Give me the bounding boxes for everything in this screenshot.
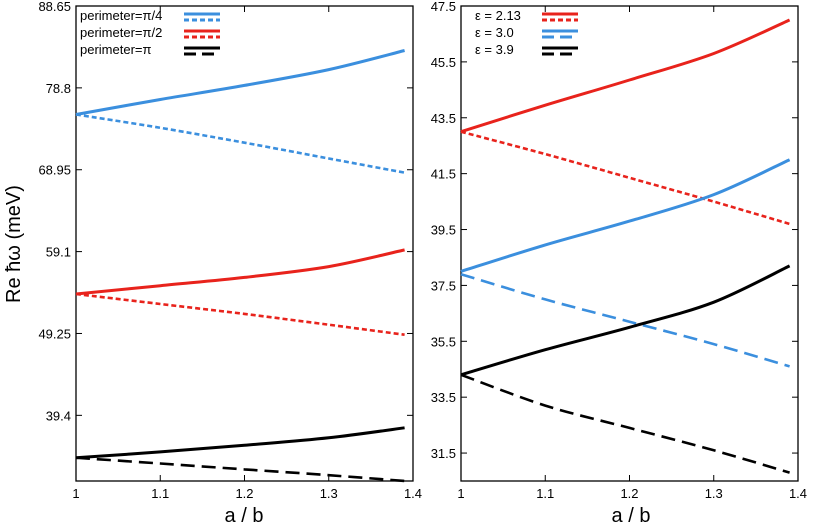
left-y-tick-label: 49.25 [38,326,71,341]
right-y-tick-label: 47.5 [431,0,456,14]
right-x-tick-label: 1.1 [536,486,554,501]
left-legend-label: perimeter=π/4 [80,8,162,23]
right-series-line-solid [460,264,791,377]
left-series [75,49,405,483]
left-legend-label: perimeter=π/2 [80,25,162,40]
right-series-line-dashed [460,272,790,368]
left-y-tick-label: 59.1 [46,245,71,260]
right-y-tick-label: 33.5 [431,390,456,405]
right-ticks: 1 1.1 1.2 1.3 1.4 31.5 33.5 35.5 37.5 39.5 41.5 43.… [431,0,807,501]
right-legend-label: ε = 3.0 [475,25,514,40]
right-y-tick-label: 43.5 [431,111,456,126]
right-y-tick-label: 37.5 [431,278,456,293]
left-x-tick-label: 1.3 [320,486,338,501]
right-x-tick-label: 1.2 [620,486,638,501]
left-x-tick-label: 1.4 [404,486,422,501]
right-series-line-dotted [460,130,790,226]
left-ticks: 1 1.1 1.2 1.3 1.4 39.4 49.25 59.1 68.95 78.8 88.65 [38,0,422,501]
right-y-tick-label: 31.5 [431,446,456,461]
left-series-line-solid [75,426,405,460]
left-y-tick-label: 68.95 [38,163,71,178]
left-legend-label: perimeter=π [80,42,151,57]
left-series-line-dotted [75,292,405,336]
left-x-axis-label: a / b [225,505,264,527]
right-y-tick-label: 39.5 [431,223,456,238]
right-legend-label: ε = 2.13 [475,8,521,23]
right-legend-label: ε = 3.9 [475,42,514,57]
left-legend: perimeter=π/4 perimeter=π/2 perimeter=π [80,8,220,57]
left-x-tick-label: 1.1 [151,486,169,501]
right-x-tick-label: 1.3 [705,486,723,501]
left-y-tick-label: 78.8 [46,81,71,96]
left-x-tick-label: 1.2 [235,486,253,501]
left-plot-frame [75,5,414,482]
left-chart: 1 1.1 1.2 1.3 1.4 39.4 49.25 59.1 68.95 78.8 88.65… [3,0,422,527]
right-plot-frame [460,5,799,482]
left-x-tick-label: 1 [72,486,79,501]
left-y-tick-label: 39.4 [46,408,71,423]
left-series-line-dotted [75,113,405,174]
right-y-tick-label: 45.5 [431,55,456,70]
right-y-tick-label: 41.5 [431,167,456,182]
right-x-tick-label: 1 [457,486,464,501]
left-y-tick-label: 88.65 [38,0,71,14]
right-series-line-solid [460,158,791,273]
right-x-tick-label: 1.4 [789,486,807,501]
left-series-line-dashed [75,456,405,483]
left-series-line-solid [75,248,405,296]
left-y-axis-label: Re ħω (meV) [3,185,25,303]
right-x-axis-label: a / b [612,505,651,527]
left-series-line-solid [75,49,405,116]
right-chart: 1 1.1 1.2 1.3 1.4 31.5 33.5 35.5 37.5 39.5 41.5 43.… [431,0,807,527]
right-y-tick-label: 35.5 [431,334,456,349]
right-legend: ε = 2.13 ε = 3.0 ε = 3.9 [475,8,578,57]
right-series-line-dashed [460,373,790,474]
right-series [460,18,791,474]
right-series-line-solid [460,18,791,134]
